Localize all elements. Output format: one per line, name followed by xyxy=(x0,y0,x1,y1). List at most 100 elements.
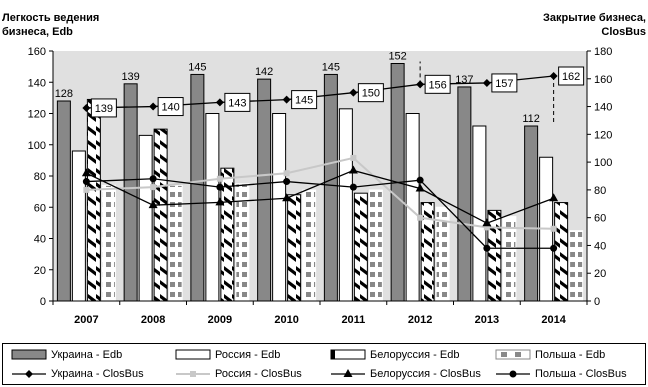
x-tick-label-2009: 2009 xyxy=(208,314,232,326)
right-axis-title-line-2: ClosBus xyxy=(543,25,646,39)
bar-ukraine-2013 xyxy=(458,87,471,301)
right-axis-title: Закрытие бизнеса, ClosBus xyxy=(543,11,646,39)
left-tick-label-60: 60 xyxy=(34,202,46,214)
left-tick-label-100: 100 xyxy=(28,140,46,152)
bar-russia-2009 xyxy=(206,114,219,302)
right-tick-label-40: 40 xyxy=(594,240,606,252)
callout-label-2014: 162 xyxy=(562,71,580,83)
bar-value-label-2014: 112 xyxy=(522,113,540,125)
bar-ukraine-2011 xyxy=(324,74,337,301)
point-poland-2010 xyxy=(283,178,290,185)
legend-item-poland-line: Польша - ClosBus xyxy=(495,366,627,382)
point-russia-2007 xyxy=(83,187,89,193)
legend-label-poland-bar: Польша - Edb xyxy=(535,349,605,361)
bar-poland-2008 xyxy=(169,185,182,301)
left-axis-title: Легкость ведения бизнеса, Edb xyxy=(2,11,99,39)
bar-belarus-2011 xyxy=(354,193,367,301)
bar-value-label-2007: 128 xyxy=(55,88,73,100)
legend-item-poland-bar: Польша - Edb xyxy=(495,347,605,363)
bar-value-label-2010: 142 xyxy=(255,66,273,78)
right-axis-title-line-1: Закрытие бизнеса, xyxy=(543,11,646,25)
bar-ukraine-2010 xyxy=(258,79,271,301)
x-tick-label-2014: 2014 xyxy=(541,314,566,326)
bar-russia-2011 xyxy=(339,109,352,301)
left-tick-label-80: 80 xyxy=(34,171,46,183)
x-tick-label-2010: 2010 xyxy=(274,314,298,326)
point-poland-2013 xyxy=(483,245,490,252)
legend-item-belarus-bar: Белоруссия - Edb xyxy=(330,347,459,363)
callout-label-2012: 156 xyxy=(428,79,446,91)
left-tick-label-40: 40 xyxy=(34,234,46,246)
legend-label-belarus-line: Белоруссия - ClosBus xyxy=(370,368,481,380)
right-tick-label-120: 120 xyxy=(594,129,612,141)
bar-poland-2011 xyxy=(369,190,382,301)
point-poland-2012 xyxy=(417,177,424,184)
right-tick-label-140: 140 xyxy=(594,102,612,114)
bar-russia-2013 xyxy=(473,126,486,301)
russia-bar-legend-symbol xyxy=(175,349,211,361)
bar-poland-2014 xyxy=(570,231,583,301)
point-poland-2014 xyxy=(550,245,557,252)
right-tick-label-0: 0 xyxy=(594,296,600,308)
legend: Украина - Edb Россия - Edb Белоруссия - Ed… xyxy=(2,343,646,385)
point-poland-2009 xyxy=(216,184,223,191)
point-russia-2011 xyxy=(350,155,356,161)
callout-label-2007: 139 xyxy=(95,103,113,115)
legend-item-russia-line: Россия - ClosBus xyxy=(175,366,302,382)
left-axis-title-line-1: Легкость ведения xyxy=(2,11,99,25)
x-tick-label-2007: 2007 xyxy=(74,314,98,326)
right-tick-label-180: 180 xyxy=(594,46,612,58)
x-tick-label-2008: 2008 xyxy=(141,314,165,326)
ukraine-bar-legend-symbol xyxy=(11,349,47,361)
callout-label-2011: 150 xyxy=(362,88,380,100)
legend-label-russia-line: Россия - ClosBus xyxy=(215,368,302,380)
legend-item-ukraine-bar: Украина - Edb xyxy=(11,347,122,363)
bar-ukraine-2014 xyxy=(525,126,538,301)
poland-line-legend-symbol xyxy=(495,368,531,380)
left-tick-label-20: 20 xyxy=(34,265,46,277)
bar-poland-2007 xyxy=(102,185,115,301)
bar-russia-2008 xyxy=(139,135,152,301)
callout-label-2010: 145 xyxy=(295,95,313,107)
right-tick-label-60: 60 xyxy=(594,213,606,225)
callout-label-2008: 140 xyxy=(161,102,179,114)
x-tick-label-2013: 2013 xyxy=(475,314,499,326)
bar-value-label-2012: 152 xyxy=(388,51,406,63)
legend-item-ukraine-line: Украина - ClosBus xyxy=(11,366,144,382)
right-tick-label-160: 160 xyxy=(594,74,612,86)
point-russia-2010 xyxy=(284,170,290,176)
point-poland-2007 xyxy=(83,178,90,185)
left-axis-title-line-2: бизнеса, Edb xyxy=(2,25,99,39)
point-poland-2008 xyxy=(150,175,157,182)
left-tick-label-160: 160 xyxy=(28,46,46,58)
bar-value-label-2008: 139 xyxy=(121,71,139,83)
bar-value-label-2009: 145 xyxy=(188,61,206,73)
chart: 139 140 143 145 150 156 157 162 128 139 145 142 145 1… xyxy=(0,0,648,345)
belarus-bar-legend-symbol xyxy=(330,349,366,361)
poland-bar-legend-symbol xyxy=(495,349,531,361)
ukraine-line-legend-symbol xyxy=(11,368,47,380)
legend-label-ukraine-bar: Украина - Edb xyxy=(51,349,122,361)
point-russia-2008 xyxy=(150,184,156,190)
right-tick-label-20: 20 xyxy=(594,268,606,280)
x-tick-label-2012: 2012 xyxy=(408,314,432,326)
bar-belarus-2010 xyxy=(288,195,301,301)
callout-label-2013: 157 xyxy=(495,78,513,90)
legend-item-belarus-line: Белоруссия - ClosBus xyxy=(330,366,481,382)
bar-belarus-2014 xyxy=(555,203,568,301)
bar-ukraine-2007 xyxy=(57,101,70,301)
callout-label-2009: 143 xyxy=(228,97,246,109)
left-tick-label-120: 120 xyxy=(28,109,46,121)
legend-label-ukraine-line: Украина - ClosBus xyxy=(51,368,144,380)
bar-russia-2010 xyxy=(273,114,286,302)
point-russia-2012 xyxy=(417,215,423,221)
legend-item-russia-bar: Россия - Edb xyxy=(175,347,280,363)
point-russia-2009 xyxy=(217,176,223,182)
bar-value-label-2011: 145 xyxy=(322,61,340,73)
bar-poland-2010 xyxy=(303,190,316,301)
left-tick-label-0: 0 xyxy=(40,296,46,308)
russia-line-legend-symbol xyxy=(175,368,211,380)
right-tick-label-100: 100 xyxy=(594,157,612,169)
bar-value-label-2013: 137 xyxy=(455,74,473,86)
right-tick-label-80: 80 xyxy=(594,185,606,197)
